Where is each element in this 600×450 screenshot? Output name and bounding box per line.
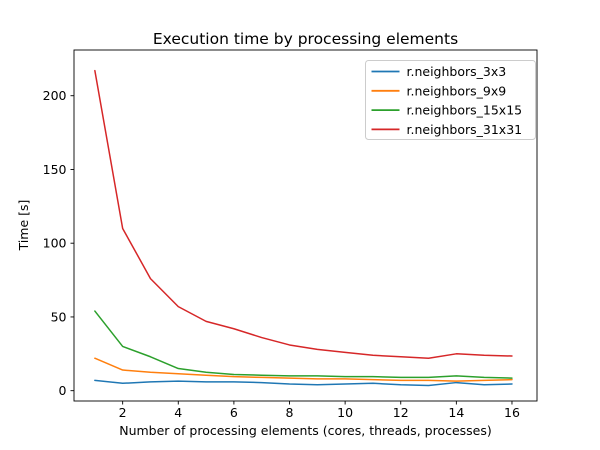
legend-label-r.neighbors_15x15: r.neighbors_15x15	[407, 103, 523, 118]
x-tick-label: 12	[393, 405, 409, 420]
x-tick-label: 2	[119, 405, 127, 420]
legend-label-r.neighbors_9x9: r.neighbors_9x9	[407, 83, 507, 98]
x-tick-label: 6	[230, 405, 238, 420]
y-tick-label: 150	[43, 162, 67, 177]
series-line-r.neighbors_15x15	[94, 310, 513, 379]
x-axis-label: Number of processing elements (cores, th…	[119, 423, 492, 438]
y-tick-label: 200	[43, 88, 67, 103]
y-tick-label: 0	[59, 383, 67, 398]
y-tick-label: 50	[51, 309, 67, 324]
x-tick-label: 10	[337, 405, 353, 420]
x-tick-label: 8	[286, 405, 294, 420]
x-tick-label: 16	[504, 405, 520, 420]
series-line-r.neighbors_9x9	[94, 357, 513, 382]
legend-label-r.neighbors_31x31: r.neighbors_31x31	[407, 122, 523, 137]
series-line-r.neighbors_31x31	[94, 69, 513, 359]
x-tick-label: 4	[174, 405, 182, 420]
plot-border	[73, 49, 538, 402]
legend-box	[365, 60, 536, 140]
plot-area: 2 4 6 8 10 12 14 16 0 50 100 150 200 r.neighbors_3x3r…	[43, 49, 538, 420]
y-tick-label: 100	[43, 236, 67, 251]
series-line-r.neighbors_3x3	[94, 379, 513, 387]
chart-title: Execution time by processing elements	[153, 30, 458, 48]
y-axis-label: Time [s]	[16, 200, 31, 252]
x-tick-label: 14	[448, 405, 464, 420]
legend-label-r.neighbors_3x3: r.neighbors_3x3	[407, 64, 507, 79]
